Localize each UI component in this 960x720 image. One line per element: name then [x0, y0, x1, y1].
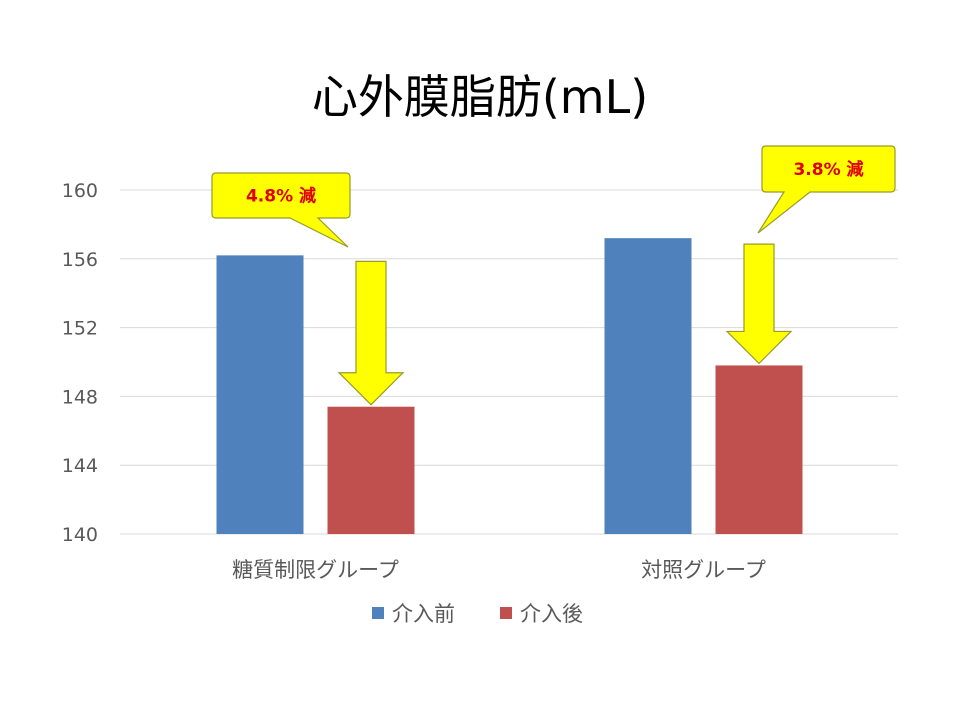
legend-item-2: 介入後	[500, 602, 583, 626]
x-axis-categories: 糖質制限グループ 対照グループ	[232, 558, 766, 582]
x-category-label: 糖質制限グループ	[232, 558, 399, 582]
y-tick-label: 152	[62, 318, 98, 340]
y-tick-label: 148	[62, 386, 98, 408]
y-tick-label: 156	[62, 249, 98, 271]
callouts: 4.8% 減 3.8% 減	[211, 145, 896, 248]
y-tick-label: 160	[62, 180, 98, 202]
callout-2: 3.8% 減	[757, 145, 896, 234]
y-axis-ticks: 140 144 148 152 156 160	[62, 180, 98, 546]
legend-swatch	[372, 607, 384, 619]
bar-after-2	[715, 365, 803, 534]
y-tick-label: 140	[62, 524, 98, 546]
down-arrow-icon	[337, 260, 405, 406]
legend-item-1: 介入前	[372, 602, 455, 626]
callout-bubble	[211, 172, 351, 248]
legend-label: 介入前	[392, 602, 455, 626]
bars	[216, 238, 803, 535]
y-tick-label: 144	[62, 455, 98, 477]
callout-text: 4.8% 減	[246, 186, 316, 207]
callout-text: 3.8% 減	[793, 159, 863, 180]
x-category-label: 対照グループ	[641, 558, 766, 582]
bar-before-1	[216, 255, 304, 535]
decrease-arrows	[337, 243, 793, 406]
bar-before-2	[604, 238, 692, 534]
legend-label: 介入後	[520, 602, 583, 626]
callout-1: 4.8% 減	[211, 172, 351, 248]
legend: 介入前 介入後	[372, 602, 583, 626]
callout-bubble	[757, 145, 896, 234]
legend-swatch	[500, 607, 512, 619]
down-arrow-icon	[725, 243, 793, 365]
chart-title: 心外膜脂肪(mL)	[312, 70, 648, 124]
bar-after-1	[327, 406, 415, 534]
